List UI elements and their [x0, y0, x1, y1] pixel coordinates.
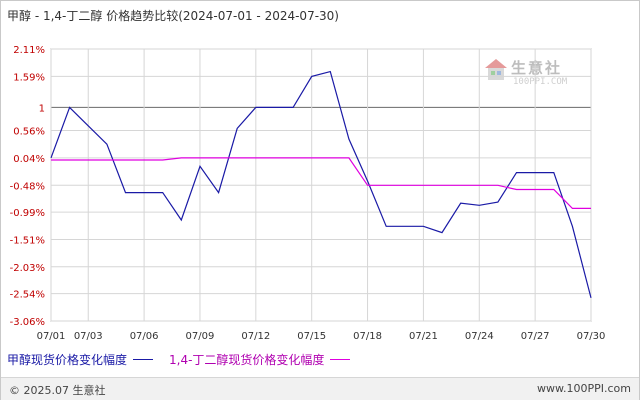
x-tick-label: 07/15 [297, 331, 326, 342]
legend-label: 1,4-丁二醇现货价格变化幅度 [169, 353, 325, 367]
series-line-2 [51, 157, 591, 209]
y-tick-label: 1.59% [13, 72, 45, 83]
x-tick-label: 07/06 [130, 331, 159, 342]
series-line-1 [50, 70, 592, 299]
y-tick-label: -2.03% [10, 263, 45, 274]
site-link[interactable]: www.100PPI.com [537, 382, 631, 395]
y-tick-label: -3.06% [10, 317, 45, 328]
x-tick-label: 07/30 [577, 331, 606, 342]
x-tick-label: 07/21 [409, 331, 438, 342]
y-tick-label: -2.54% [10, 290, 45, 301]
chart-legend: 甲醇现货价格变化幅度 1,4-丁二醇现货价格变化幅度 [7, 351, 366, 368]
copyright-text: © 2025.07 生意社 [9, 384, 106, 397]
footer-bar: © 2025.07 生意社 www.100PPI.com [1, 377, 639, 400]
legend-item-2: 1,4-丁二醇现货价格变化幅度 [169, 351, 351, 368]
y-tick-label: -0.99% [10, 208, 45, 219]
x-tick-label: 07/01 [37, 331, 66, 342]
x-tick-label: 07/03 [74, 331, 103, 342]
legend-item-1: 甲醇现货价格变化幅度 [7, 351, 154, 368]
x-tick-label: 07/09 [186, 331, 215, 342]
x-tick-label: 07/18 [353, 331, 382, 342]
x-tick-label: 07/12 [241, 331, 270, 342]
y-tick-label: 0.04% [13, 154, 45, 165]
y-tick-label: 0.56% [13, 127, 45, 138]
legend-swatch [330, 359, 351, 360]
legend-swatch [133, 359, 154, 360]
x-tick-label: 07/27 [521, 331, 550, 342]
legend-label: 甲醇现货价格变化幅度 [7, 353, 128, 367]
watermark-subtext: 100PPI.COM [513, 77, 568, 87]
y-tick-label: 1 [39, 103, 45, 114]
y-tick-label: -0.48% [10, 181, 45, 192]
chart-title: 甲醇 - 1,4-丁二醇 价格趋势比较(2024-07-01 - 2024-07… [7, 9, 339, 23]
y-tick-label: -1.51% [10, 235, 45, 246]
x-tick-label: 07/24 [465, 331, 494, 342]
y-tick-label: 2.11% [13, 45, 45, 56]
house-icon [485, 59, 507, 80]
